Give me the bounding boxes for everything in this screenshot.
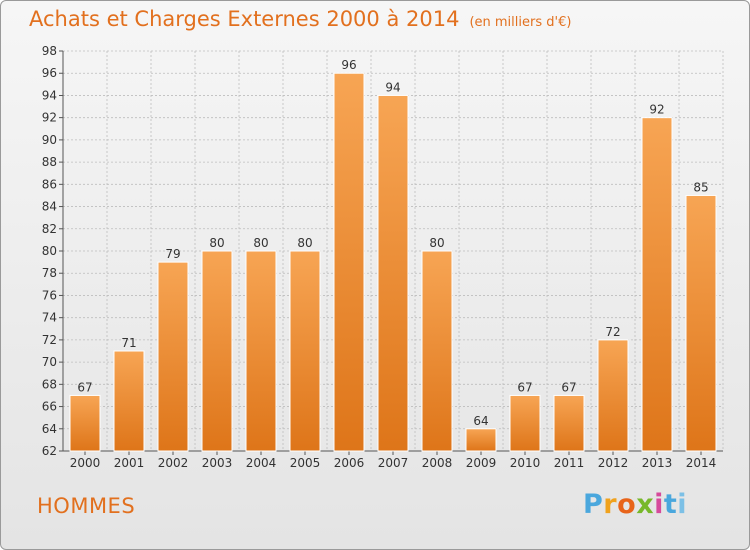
y-tick-label: 64 bbox=[42, 422, 57, 436]
bar-2011 bbox=[553, 394, 585, 452]
y-tick-label: 92 bbox=[42, 111, 57, 125]
y-tick-label: 80 bbox=[42, 244, 57, 258]
value-label-2005: 80 bbox=[297, 236, 312, 250]
value-label-2001: 71 bbox=[121, 336, 136, 350]
logo-letter: x bbox=[636, 489, 655, 520]
logo-letter: r bbox=[603, 489, 618, 520]
x-tick-label-2003: 2003 bbox=[202, 456, 233, 470]
bar-2006 bbox=[333, 72, 365, 452]
x-tick-label-2014: 2014 bbox=[686, 456, 717, 470]
y-tick-label: 70 bbox=[42, 355, 57, 369]
bar-2008 bbox=[421, 250, 453, 452]
value-labels: 67 71 79 80 80 80 96 94 80 64 67 67 72 92 85 bbox=[77, 58, 708, 428]
x-tick-label-2013: 2013 bbox=[642, 456, 673, 470]
y-tick-label: 78 bbox=[42, 266, 57, 280]
chart-title-block: Achats et Charges Externes 2000 à 2014 (e… bbox=[29, 7, 571, 31]
bar-2004 bbox=[245, 250, 277, 452]
y-tick-label: 68 bbox=[42, 377, 57, 391]
x-tick-label-2011: 2011 bbox=[554, 456, 585, 470]
bar-2005 bbox=[289, 250, 321, 452]
bar-2009 bbox=[465, 428, 497, 452]
y-tick-label: 82 bbox=[42, 222, 57, 236]
logo-letter: i bbox=[677, 489, 688, 520]
logo-letter: P bbox=[583, 489, 604, 520]
bar-2010 bbox=[509, 394, 541, 452]
x-tick-label-2002: 2002 bbox=[158, 456, 189, 470]
value-label-2013: 92 bbox=[649, 103, 664, 117]
y-tick-label: 96 bbox=[42, 66, 57, 80]
y-tick-label: 94 bbox=[42, 88, 57, 102]
logo-letter: i bbox=[654, 489, 664, 520]
category-label: HOMMES bbox=[37, 494, 136, 518]
value-label-2002: 79 bbox=[165, 247, 180, 261]
x-tick-label-2000: 2000 bbox=[70, 456, 101, 470]
x-tick-label-2004: 2004 bbox=[246, 456, 277, 470]
x-tick-label-2005: 2005 bbox=[290, 456, 321, 470]
value-label-2004: 80 bbox=[253, 236, 268, 250]
y-tick-label: 62 bbox=[42, 444, 57, 458]
bar-2012 bbox=[597, 339, 629, 452]
bar-2000 bbox=[69, 394, 101, 452]
y-tick-label: 74 bbox=[42, 311, 57, 325]
x-tick-label-2009: 2009 bbox=[466, 456, 497, 470]
value-label-2008: 80 bbox=[429, 236, 444, 250]
logo-letter: t bbox=[663, 489, 678, 520]
y-tick-label: 88 bbox=[42, 155, 57, 169]
axes: 62 64 66 68 70 72 74 76 78 80 82 84 86 88 90 92 94 96 98 20… bbox=[42, 44, 723, 470]
y-tick-label: 66 bbox=[42, 400, 57, 414]
bar-2002 bbox=[157, 261, 189, 452]
y-tick-label: 98 bbox=[42, 44, 57, 58]
value-label-2003: 80 bbox=[209, 236, 224, 250]
x-tick-label-2012: 2012 bbox=[598, 456, 629, 470]
value-label-2012: 72 bbox=[605, 325, 620, 339]
y-tick-label: 76 bbox=[42, 288, 57, 302]
value-label-2009: 64 bbox=[473, 414, 488, 428]
chart-title: Achats et Charges Externes 2000 à 2014 bbox=[29, 7, 460, 31]
x-tick-label-2006: 2006 bbox=[334, 456, 365, 470]
bar-2007 bbox=[377, 94, 409, 452]
x-tick-label-2001: 2001 bbox=[114, 456, 145, 470]
value-label-2000: 67 bbox=[77, 380, 92, 394]
bar-2003 bbox=[201, 250, 233, 452]
y-tick-label: 84 bbox=[42, 200, 57, 214]
proxiti-logo: Proxiti bbox=[583, 489, 687, 520]
value-label-2011: 67 bbox=[561, 380, 576, 394]
bars bbox=[69, 72, 717, 452]
x-tick-label-2010: 2010 bbox=[510, 456, 541, 470]
bar-2013 bbox=[641, 117, 673, 452]
value-label-2010: 67 bbox=[517, 380, 532, 394]
chart-unit: (en milliers d'€) bbox=[469, 15, 572, 30]
value-label-2007: 94 bbox=[385, 80, 400, 94]
bar-2001 bbox=[113, 350, 145, 452]
x-tick-label-2007: 2007 bbox=[378, 456, 409, 470]
logo-letter: o bbox=[617, 489, 637, 520]
y-tick-label: 90 bbox=[42, 133, 57, 147]
y-tick-label: 72 bbox=[42, 333, 57, 347]
bar-2014 bbox=[685, 194, 717, 452]
x-tick-label-2008: 2008 bbox=[422, 456, 453, 470]
value-label-2014: 85 bbox=[693, 180, 708, 194]
y-tick-label: 86 bbox=[42, 177, 57, 191]
value-label-2006: 96 bbox=[341, 58, 356, 72]
